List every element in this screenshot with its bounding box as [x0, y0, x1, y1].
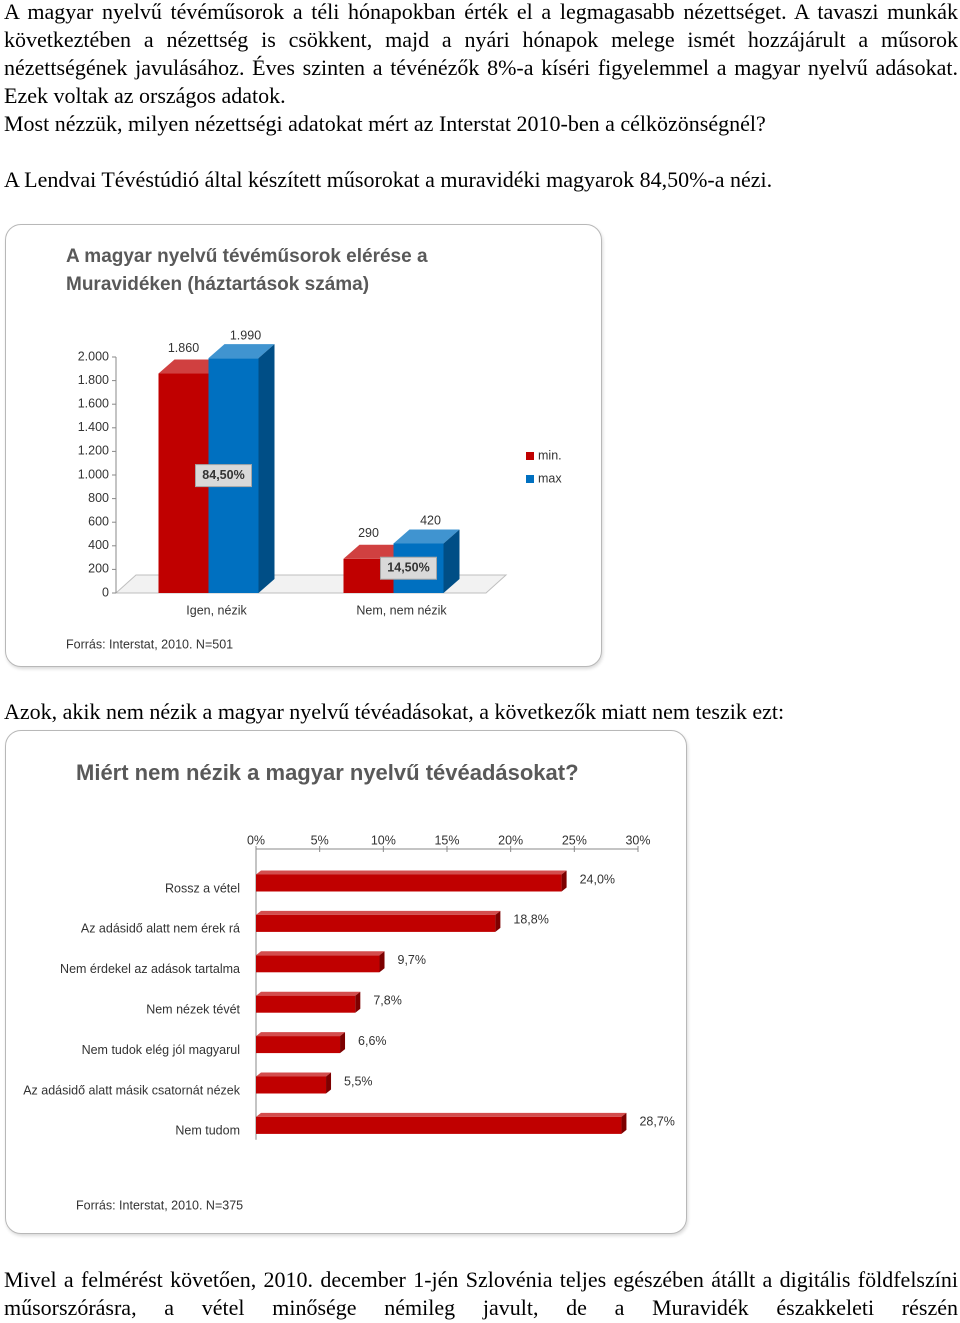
- bar-top: [208, 344, 275, 359]
- x-tick-label: 10%: [371, 833, 396, 847]
- data-label: 290: [358, 526, 379, 540]
- bar-top: [256, 870, 567, 875]
- data-label: 1.860: [168, 341, 199, 355]
- data-label: 7,8%: [373, 993, 402, 1007]
- data-label: 18,8%: [513, 913, 548, 927]
- category-label: Az adásidő alatt nem érek rá: [81, 922, 240, 936]
- x-tick-label: 20%: [498, 833, 523, 847]
- x-tick-label: Nem, nem nézik: [356, 603, 447, 617]
- bar: [256, 1076, 327, 1094]
- bar: [256, 874, 562, 892]
- data-label: 9,7%: [398, 953, 427, 967]
- bar: [256, 995, 356, 1013]
- annotation-box: [195, 464, 252, 488]
- chart-box: A magyar nyelvű tévéműsorok elérése a Mu…: [5, 224, 602, 667]
- data-label: 24,0%: [580, 872, 615, 886]
- chart-box: Miért nem nézik a magyar nyelvű tévéadás…: [5, 730, 687, 1234]
- legend-swatch: [526, 452, 534, 460]
- data-label: 6,6%: [358, 1034, 387, 1048]
- bar-side: [326, 1072, 332, 1094]
- data-label: 5,5%: [344, 1074, 373, 1088]
- bar-top: [343, 544, 410, 559]
- x-tick-label: Igen, nézik: [186, 603, 247, 617]
- paragraph: Most nézzük, milyen nézettségi adatokat …: [4, 111, 766, 136]
- y-tick-label: 600: [88, 514, 109, 528]
- annotation: 14,50%: [387, 561, 429, 575]
- y-tick-label: 800: [88, 491, 109, 505]
- annotation-box: [380, 556, 437, 580]
- y-tick-label: 2.000: [78, 349, 109, 363]
- bar-side: [561, 870, 567, 892]
- paragraph: A magyar nyelvű tévéműsorok a téli hónap…: [4, 0, 958, 108]
- category-label: Nem érdekel az adások tartalma: [60, 962, 240, 976]
- bar: [256, 955, 380, 973]
- category-label: Nem tudom: [175, 1124, 240, 1138]
- bar-top: [256, 910, 501, 915]
- bar-top: [256, 991, 361, 996]
- y-tick-label: 1.800: [78, 373, 109, 387]
- chart: 0 200 400 600 800 1.000 1.200 1.400 1.600 1.800 2.…: [66, 328, 562, 651]
- y-tick-label: 1.400: [78, 420, 109, 434]
- legend-swatch: [526, 475, 534, 483]
- bar-top: [256, 1032, 346, 1037]
- bar: [256, 1116, 622, 1134]
- bar-side: [340, 1032, 346, 1054]
- chart: 0% 5% 10% 15% 20% 25% 30% Rossz a vétel 24,0% Az …: [23, 833, 675, 1212]
- y-tick-label: 1.000: [78, 467, 109, 481]
- bar-top: [393, 529, 460, 544]
- paragraph: Mivel a felmérést követően, 2010. decemb…: [4, 1267, 958, 1320]
- category-label: Az adásidő alatt másik csatornát nézek: [23, 1083, 241, 1097]
- y-tick-label: 400: [88, 538, 109, 552]
- data-label: 28,7%: [639, 1115, 674, 1129]
- category-label: Nem nézek tévét: [146, 1002, 240, 1016]
- annotation: 84,50%: [202, 468, 244, 482]
- bar-top: [256, 1112, 627, 1117]
- category-label: Rossz a vétel: [165, 881, 240, 895]
- source: Forrás: Interstat, 2010. N=375: [76, 1198, 243, 1212]
- bar: [256, 1036, 341, 1054]
- bar-side: [621, 1112, 627, 1134]
- bar-side: [443, 529, 460, 593]
- source: Forrás: Interstat, 2010. N=501: [66, 637, 233, 651]
- bar-side: [379, 951, 385, 973]
- x-tick-label: 5%: [311, 833, 329, 847]
- data-label: 1.990: [230, 328, 261, 342]
- y-tick-label: 200: [88, 562, 109, 576]
- x-tick-label: 30%: [625, 833, 650, 847]
- y-tick-label: 1.600: [78, 396, 109, 410]
- bar-top: [256, 951, 385, 956]
- legend-label: max: [538, 471, 562, 485]
- bar-side: [258, 344, 275, 593]
- bar-top: [158, 359, 225, 374]
- bar: [256, 914, 496, 932]
- bar-top: [256, 1072, 332, 1077]
- x-tick-label: 15%: [434, 833, 459, 847]
- x-tick-label: 25%: [562, 833, 587, 847]
- paragraph: A Lendvai Tévéstúdió által készített műs…: [4, 167, 773, 192]
- y-tick-label: 1.200: [78, 444, 109, 458]
- caption: Azok, akik nem nézik a magyar nyelvű tév…: [4, 699, 785, 724]
- category-label: Nem tudok elég jól magyarul: [82, 1043, 240, 1057]
- bar-side: [355, 991, 361, 1013]
- data-label: 420: [420, 514, 441, 528]
- chart-title: Miért nem nézik a magyar nyelvű tévéadás…: [76, 760, 579, 785]
- bar-side: [495, 910, 501, 932]
- x-tick-label: 0%: [247, 833, 265, 847]
- chart-title: A magyar nyelvű tévéműsorok elérése a Mu…: [66, 246, 428, 295]
- y-tick-label: 0: [102, 585, 109, 599]
- legend-label: min.: [538, 448, 562, 462]
